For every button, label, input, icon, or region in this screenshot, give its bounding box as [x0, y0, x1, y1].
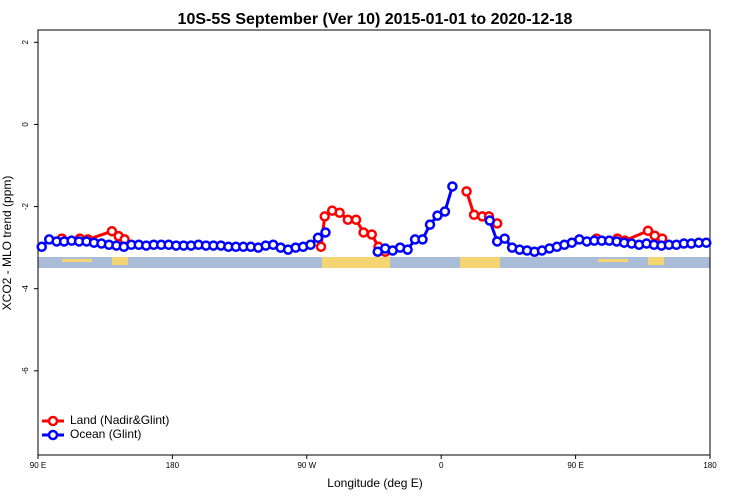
series-point — [350, 214, 362, 225]
x-tick-label: 0 — [439, 461, 444, 470]
y-tick-label: -4 — [21, 285, 30, 293]
legend-label: Land (Nadir&Glint) — [70, 413, 169, 427]
x-tick-label: 180 — [703, 461, 717, 470]
x-tick-label: 90 E — [567, 461, 583, 470]
series-point — [319, 211, 330, 222]
series-point — [447, 181, 458, 192]
series-point — [468, 209, 480, 221]
series-point — [320, 227, 331, 238]
series-point — [642, 225, 654, 237]
series-point — [315, 241, 327, 253]
legend-label: Ocean (Glint) — [70, 427, 141, 441]
series-point — [417, 234, 428, 245]
y-tick-label: 0 — [21, 122, 30, 127]
series-point — [358, 227, 369, 238]
y-tick-label: -6 — [21, 367, 30, 375]
legend-marker — [47, 415, 59, 427]
series-point — [334, 207, 345, 218]
x-tick-label: 180 — [166, 461, 180, 470]
x-tick-label: 90 W — [297, 461, 316, 470]
series-point — [36, 241, 47, 253]
land-ocean-band — [38, 257, 710, 268]
series-point — [366, 229, 378, 240]
series-point — [305, 239, 316, 251]
series-point — [402, 244, 413, 255]
series-point — [439, 206, 451, 217]
series-point — [312, 232, 324, 244]
chart-title: 10S-5S September (Ver 10) 2015-01-01 to … — [178, 11, 573, 28]
series-point — [342, 214, 354, 225]
series-point — [432, 210, 443, 221]
series-point — [461, 186, 472, 197]
y-tick-label: -2 — [21, 202, 30, 210]
series-point — [424, 219, 436, 230]
legend-marker — [47, 429, 59, 441]
x-axis-label: Longitude (deg E) — [327, 476, 422, 490]
series-point — [106, 225, 118, 237]
series-point — [499, 233, 510, 244]
y-axis-label: XCO2 - MLO trend (ppm) — [0, 176, 14, 311]
series-point — [701, 237, 712, 248]
series-point — [484, 215, 495, 226]
y-tick-label: 2 — [21, 40, 30, 45]
x-tick-label: 90 E — [30, 461, 46, 470]
